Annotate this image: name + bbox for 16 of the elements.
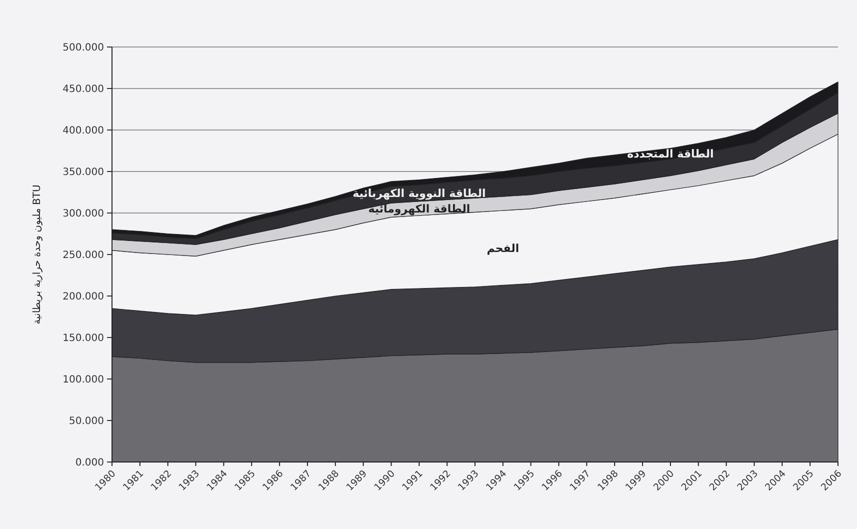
- y-tick-label: 450.000: [62, 84, 104, 95]
- y-tick-label: 350.000: [62, 167, 104, 178]
- series-label: الطاقة الكهرومائية: [368, 202, 470, 216]
- y-tick-label: 50.000: [69, 416, 104, 427]
- series-label: الطاقة النووية الكهربائية: [352, 187, 486, 200]
- y-tick-label: 250.000: [62, 250, 104, 261]
- y-tick-label: 300.000: [62, 208, 104, 220]
- y-tick-label: 150.000: [62, 333, 104, 344]
- series-label: الفحم: [486, 242, 520, 255]
- series-label: الطاقة المتجددة: [627, 148, 714, 161]
- y-tick-label: 100.000: [62, 374, 104, 386]
- y-tick-label: 500.000: [62, 42, 104, 54]
- y-axis-title: BTU مليون وحدة حرارية بريطانية: [32, 184, 43, 324]
- y-tick-label: 0.000: [75, 458, 104, 468]
- y-tick-label: 400.000: [62, 126, 104, 136]
- y-tick-label: 200.000: [62, 292, 104, 302]
